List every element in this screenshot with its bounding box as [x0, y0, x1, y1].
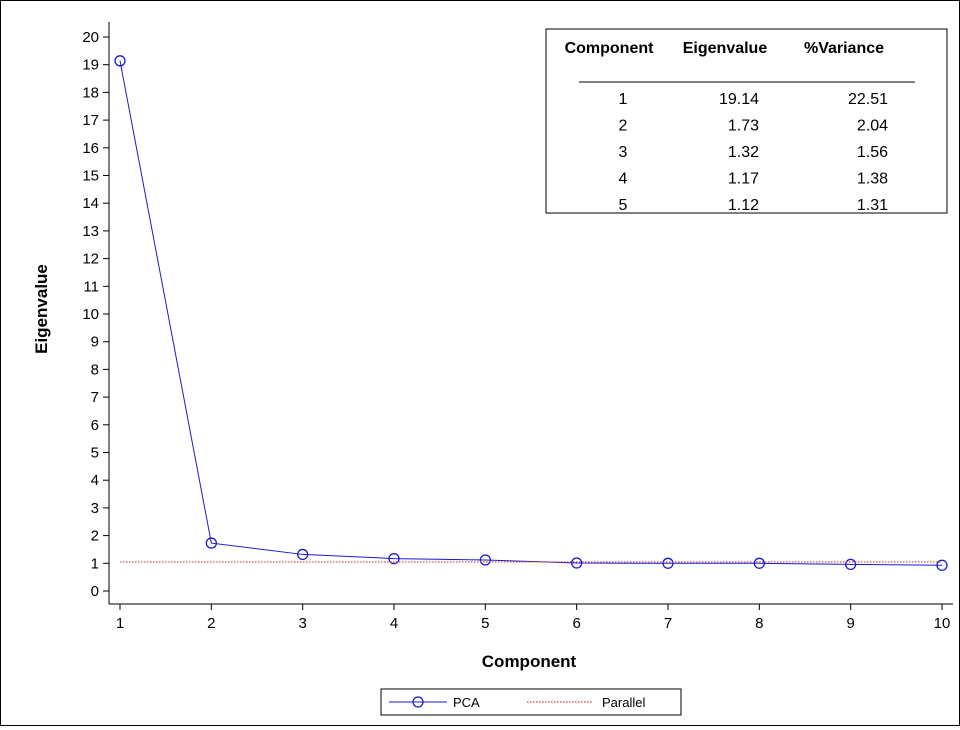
x-axis-title: Component: [482, 652, 577, 671]
table-cell: 1.17: [728, 171, 759, 188]
table-cell: 1.32: [728, 144, 759, 161]
y-tick-label: 18: [82, 84, 99, 101]
y-tick-label: 3: [91, 500, 99, 517]
x-tick-label: 5: [481, 615, 489, 632]
data-point-pca: [753, 557, 765, 569]
y-tick-label: 8: [91, 361, 99, 378]
data-point-pca: [845, 558, 857, 571]
data-point-pca: [205, 537, 217, 549]
data-point-pca: [571, 557, 583, 569]
data-point-pca: [936, 559, 948, 571]
table-header-cell: %Variance: [804, 40, 884, 57]
table-cell: 1.38: [857, 171, 888, 188]
table-cell: 1.56: [857, 144, 888, 161]
x-tick-label: 9: [846, 615, 854, 632]
y-tick-label: 1: [91, 555, 99, 572]
data-point-pca: [297, 548, 309, 561]
data-point-pca: [479, 554, 491, 566]
data-point-pca: [388, 552, 400, 565]
x-tick-label: 3: [298, 615, 306, 632]
data-point-pca: [662, 557, 674, 569]
legend-marker-pca: [412, 696, 424, 708]
y-tick-label: 17: [82, 112, 99, 129]
x-tick-label: 10: [934, 615, 951, 632]
table-cell: 1: [619, 91, 628, 108]
table-cell: 2.04: [857, 118, 888, 135]
x-tick-label: 2: [207, 615, 215, 632]
y-tick-label: 11: [83, 278, 99, 295]
table-border: [545, 28, 948, 214]
axes: [108, 22, 953, 605]
x-tick-label: 4: [390, 615, 398, 632]
y-tick-label: 19: [82, 57, 99, 74]
y-tick-label: 9: [91, 334, 99, 351]
y-tick-label: 20: [82, 29, 99, 46]
series-layer: [114, 55, 948, 571]
y-tick-label: 14: [82, 195, 99, 212]
y-tick-label: 15: [82, 168, 99, 185]
table-cell: 1.73: [728, 118, 759, 135]
y-tick-label: 0: [91, 583, 99, 600]
x-tick-label: 8: [755, 615, 763, 632]
y-tick-label: 5: [91, 445, 99, 462]
y-tick-label: 7: [91, 389, 99, 406]
table-cell: 19.14: [719, 91, 759, 108]
y-tick-label: 12: [82, 251, 99, 268]
y-tick-label: 16: [82, 140, 99, 157]
legend: PCA Parallel: [380, 688, 682, 716]
y-axis-title: Eigenvalue: [32, 264, 51, 354]
table-header-cell: Component: [565, 40, 655, 57]
x-axis-ticks: 1 2 3 4 5 6 7 8 9 10: [116, 604, 951, 632]
y-tick-label: 6: [91, 417, 99, 434]
x-tick-label: 6: [572, 615, 580, 632]
table-header-cell: Eigenvalue: [683, 40, 768, 57]
table-cell: 2: [619, 118, 628, 135]
table-cell: 1.31: [857, 197, 888, 214]
legend-label-pca: PCA: [453, 695, 480, 710]
y-tick-label: 13: [82, 223, 99, 240]
y-tick-label: 4: [91, 472, 99, 489]
table-cell: 3: [619, 144, 628, 161]
table-cell: 4: [619, 171, 628, 188]
y-tick-label: 10: [82, 306, 99, 323]
table-cell: 1.12: [728, 197, 759, 214]
y-tick-label: 2: [91, 528, 99, 545]
table-cell: 22.51: [848, 91, 888, 108]
x-tick-label: 1: [116, 615, 124, 632]
x-tick-label: 7: [664, 615, 672, 632]
legend-label-parallel: Parallel: [602, 695, 645, 710]
data-point-pca: [114, 55, 126, 67]
eigenvalue-table: Component Eigenvalue %Variance 1 19.14 22.51 2…: [545, 28, 948, 214]
table-cell: 5: [619, 197, 628, 214]
